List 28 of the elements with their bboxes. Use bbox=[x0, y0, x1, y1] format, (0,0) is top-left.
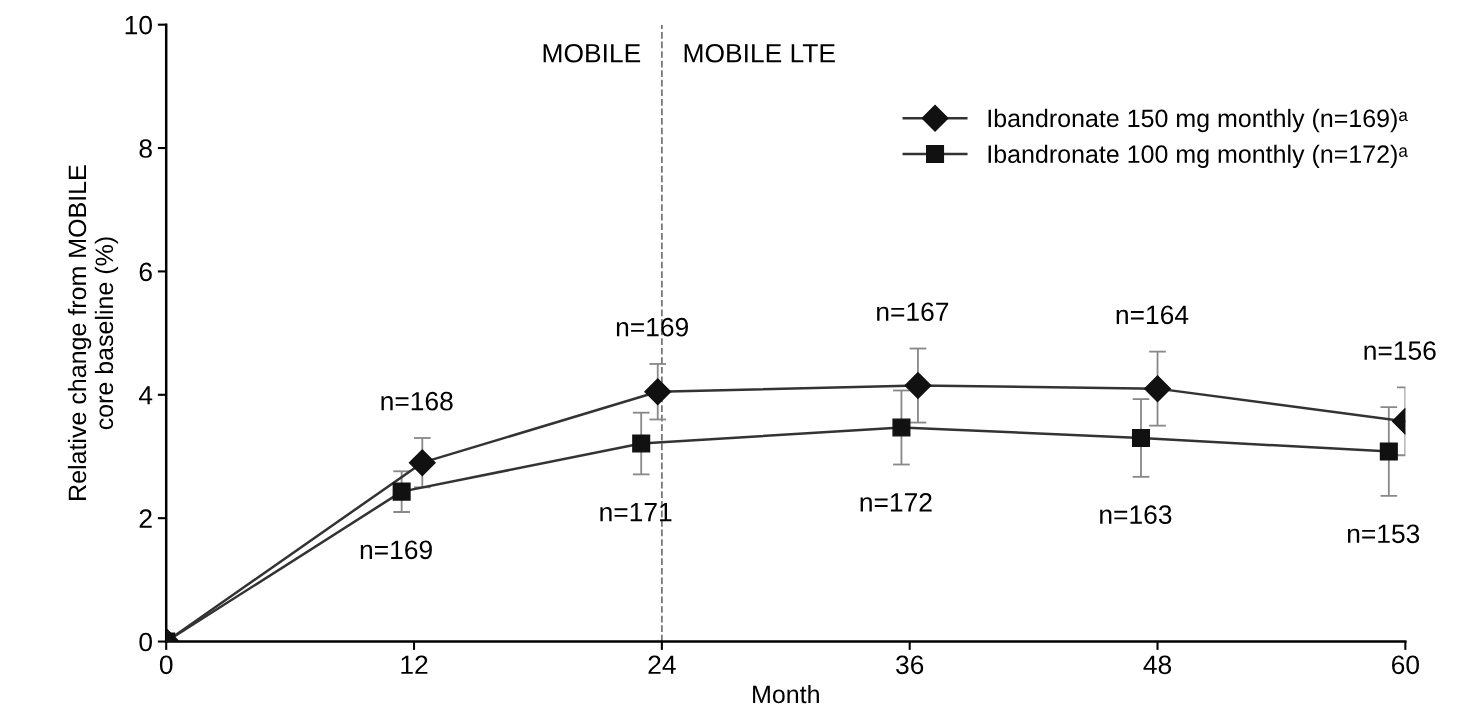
annotation: n=167 bbox=[877, 302, 949, 322]
annotation: n=168 bbox=[381, 391, 453, 411]
y-tick-label: 4 bbox=[138, 386, 153, 405]
x-axis-title: Month bbox=[753, 684, 819, 704]
x-tick-label: 0 bbox=[159, 655, 173, 675]
annotation: n=171 bbox=[600, 503, 672, 522]
y-axis-title: Relative change from MOBILE core baseline (%) bbox=[67, 165, 119, 500]
legend-label: Ibandronate 150 mg monthly (n=169)ᵃ bbox=[988, 108, 1408, 133]
annotation: n=164 bbox=[1116, 305, 1189, 325]
x-tick-label: 24 bbox=[648, 655, 676, 674]
y-tick-label: 10 bbox=[125, 15, 152, 35]
annotation: MOBILE bbox=[543, 43, 641, 63]
x-tick-label: 12 bbox=[401, 655, 428, 674]
annotation: n=156 bbox=[1364, 341, 1436, 360]
annotation: n=153 bbox=[1347, 524, 1420, 544]
annotation: n=172 bbox=[860, 492, 932, 512]
y-tick-label: 0 bbox=[139, 632, 152, 652]
x-tick-label: 36 bbox=[896, 655, 924, 675]
x-tick-label: 48 bbox=[1143, 655, 1172, 675]
y-tick-label: 6 bbox=[139, 262, 152, 282]
y-tick-label: 2 bbox=[139, 509, 152, 528]
legend-label: Ibandronate 100 mg monthly (n=172)ᵃ bbox=[988, 144, 1408, 168]
annotation: n=163 bbox=[1100, 505, 1172, 525]
annotation: n=169 bbox=[616, 317, 688, 337]
annotation: MOBILE LTE bbox=[684, 43, 835, 63]
x-tick-label: 60 bbox=[1392, 655, 1419, 675]
y-tick-label: 8 bbox=[139, 139, 152, 158]
annotation: n=169 bbox=[360, 540, 432, 560]
